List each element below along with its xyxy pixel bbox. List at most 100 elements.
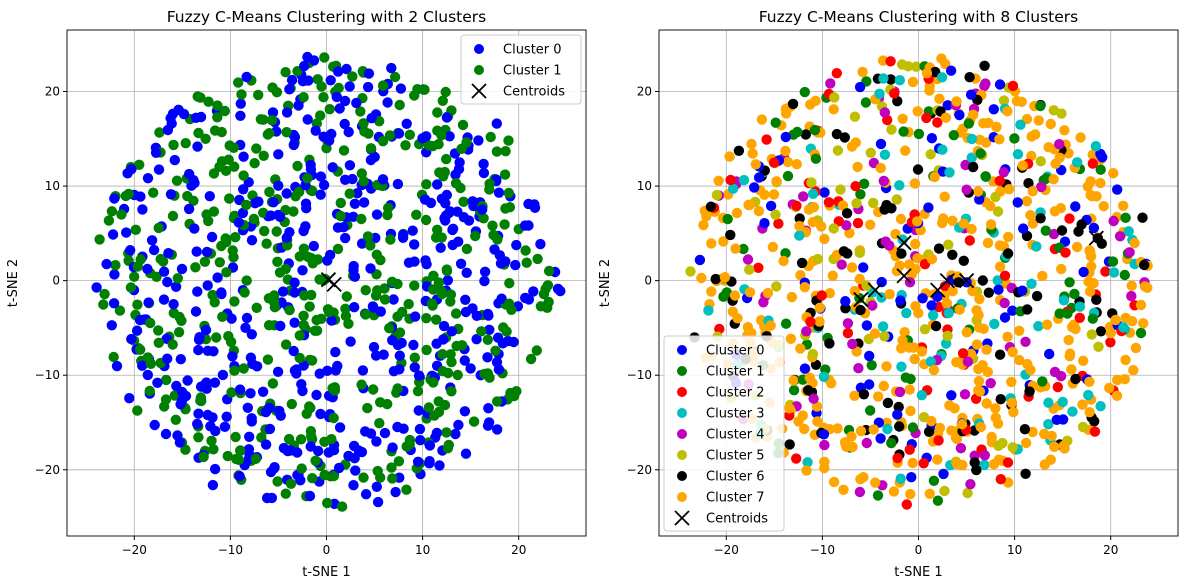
data-point-cluster-0 [269,463,280,474]
data-point-cluster-1 [116,209,127,220]
data-point-cluster-0 [460,294,471,305]
data-point-cluster-7 [1033,115,1044,126]
data-point-cluster-7 [837,200,849,211]
data-point-cluster-1 [206,435,217,446]
data-point-cluster-0 [496,293,507,304]
data-point-cluster-0 [107,229,119,240]
legend-label: Cluster 6 [706,470,765,485]
legend-marker [474,65,484,75]
data-point-cluster-0 [436,193,448,204]
data-point-cluster-5 [990,191,1001,203]
y-axis-label: t-SNE 2 [598,259,613,307]
data-point-cluster-0 [111,360,123,372]
data-point-cluster-1 [770,117,781,128]
data-point-cluster-7 [1027,426,1038,438]
data-point-cluster-0 [954,109,965,121]
data-point-cluster-0 [168,299,179,310]
data-point-cluster-1 [235,445,246,456]
data-point-cluster-0 [442,275,453,286]
data-point-cluster-0 [398,423,409,434]
data-point-cluster-2 [1002,457,1014,468]
data-point-cluster-7 [795,343,806,354]
data-point-cluster-0 [245,388,256,399]
data-point-cluster-7 [814,316,825,327]
data-point-cluster-6 [1021,304,1033,315]
data-point-cluster-0 [292,447,303,458]
data-point-cluster-3 [916,390,927,401]
data-point-cluster-5 [771,281,782,292]
data-point-cluster-0 [395,83,407,94]
data-point-cluster-4 [962,356,974,367]
data-point-cluster-1 [212,100,223,111]
data-point-cluster-3 [1123,226,1134,237]
data-point-cluster-1 [340,303,351,314]
data-point-cluster-5 [962,487,973,499]
data-point-cluster-1 [928,475,940,486]
data-point-cluster-3 [1095,401,1106,412]
data-point-cluster-7 [974,386,986,397]
data-point-cluster-0 [876,276,887,288]
data-point-cluster-7 [799,282,810,293]
data-point-cluster-1 [375,254,386,266]
data-point-cluster-5 [744,264,755,275]
data-point-cluster-7 [849,390,860,401]
data-point-cluster-0 [358,197,370,208]
data-point-cluster-1 [264,186,275,198]
data-point-cluster-0 [440,210,452,221]
legend-marker [677,450,687,460]
legend-label: Cluster 7 [706,491,765,506]
data-point-cluster-1 [99,288,110,300]
data-point-cluster-7 [1085,176,1096,187]
data-point-cluster-7 [900,145,911,156]
data-point-cluster-1 [404,439,415,450]
data-point-cluster-7 [1086,191,1098,202]
data-point-cluster-5 [942,330,953,342]
data-point-cluster-6 [725,229,736,241]
data-point-cluster-7 [838,484,849,495]
data-point-cluster-0 [875,138,887,150]
data-point-cluster-3 [807,188,819,199]
data-point-cluster-0 [191,246,202,257]
data-point-cluster-5 [939,485,950,497]
data-point-cluster-0 [478,158,489,170]
data-point-cluster-1 [311,325,323,336]
data-point-cluster-7 [1049,441,1060,452]
data-point-cluster-7 [909,178,921,189]
data-point-cluster-7 [899,327,910,338]
data-point-cluster-3 [1033,321,1044,332]
data-point-cluster-1 [134,159,145,170]
data-point-cluster-6 [912,164,924,175]
data-point-cluster-0 [242,402,253,413]
legend-label: Cluster 4 [706,428,765,443]
x-tick-label: −10 [218,543,243,557]
data-point-cluster-6 [841,208,853,219]
data-point-cluster-0 [407,225,418,236]
data-point-cluster-7 [756,114,768,125]
data-point-cluster-1 [222,450,233,462]
data-point-cluster-1 [948,130,959,141]
data-point-cluster-1 [490,345,501,356]
data-point-cluster-0 [446,326,458,337]
data-point-cluster-7 [947,215,958,226]
data-point-cluster-7 [832,423,843,434]
data-point-cluster-7 [1126,280,1137,291]
data-point-cluster-0 [535,238,546,250]
data-point-cluster-5 [812,253,823,265]
data-point-cluster-0 [149,419,160,431]
data-point-cluster-0 [313,445,324,457]
data-point-cluster-0 [421,131,432,142]
data-point-cluster-0 [926,133,938,144]
data-point-cluster-6 [994,349,1006,360]
data-point-cluster-0 [765,200,777,212]
data-point-cluster-5 [879,331,890,342]
data-point-cluster-4 [847,338,858,350]
data-point-cluster-0 [397,229,409,240]
data-point-cluster-1 [1009,133,1020,144]
data-point-cluster-1 [356,168,367,179]
data-point-cluster-1 [312,74,323,85]
legend-marker [677,471,687,481]
data-point-cluster-0 [875,433,886,444]
data-point-cluster-7 [1045,454,1057,465]
data-point-cluster-0 [207,479,219,491]
data-point-cluster-1 [144,385,155,397]
